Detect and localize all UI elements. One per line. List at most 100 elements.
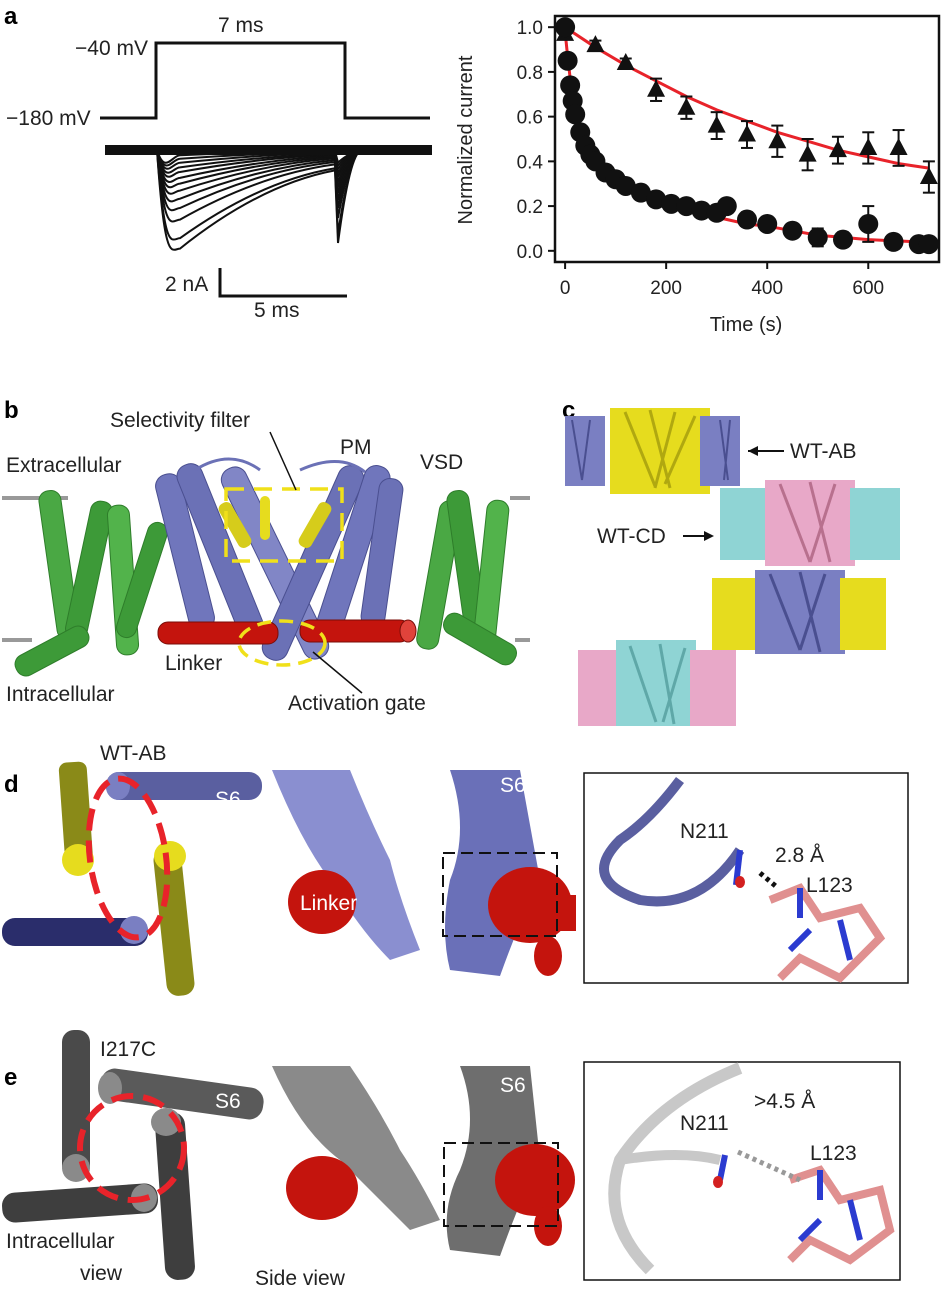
- x-tick-label: 0: [560, 278, 571, 299]
- data-point-circle: [646, 189, 667, 210]
- d-title: WT-AB: [100, 742, 167, 765]
- data-point-triangle: [616, 52, 635, 70]
- activation-gate-pointer: [312, 651, 363, 694]
- d-side-view-surface: [272, 770, 576, 976]
- e-title: I217C: [100, 1038, 156, 1061]
- label-vsd: VSD: [420, 451, 463, 474]
- data-point-circle: [565, 104, 586, 125]
- d-cylinders: [2, 761, 262, 996]
- data-point-triangle: [919, 167, 938, 185]
- wt-cd-arrowhead: [704, 531, 714, 541]
- selectivity-filter-pointer: [269, 431, 297, 491]
- panel-d-label: d: [4, 771, 19, 798]
- scale-bar-time: 5 ms: [254, 299, 300, 322]
- data-point-circle: [918, 234, 939, 255]
- e-distance: >4.5 Å: [754, 1090, 815, 1113]
- data-point-triangle: [798, 144, 817, 162]
- e-hbond: [736, 1149, 802, 1183]
- d-residue-l: L123: [806, 874, 853, 897]
- y-tick-label: 0.4: [517, 152, 544, 173]
- data-point-triangle: [828, 140, 847, 158]
- label-extracellular: Extracellular: [6, 454, 122, 477]
- data-point-circle: [630, 182, 651, 203]
- data-point-circle: [691, 200, 712, 221]
- data-point-triangle: [738, 124, 756, 142]
- data-point-circle: [716, 196, 737, 217]
- y-tick-label: 1.0: [517, 18, 543, 39]
- protocol-v-hold: −180 mV: [6, 107, 91, 130]
- d-residue-n: N211: [680, 820, 729, 843]
- d-inset-structure: [599, 776, 886, 983]
- protocol-duration: 7 ms: [218, 14, 264, 37]
- y-tick-label: 0.8: [517, 63, 543, 84]
- label-selectivity-filter: Selectivity filter: [110, 409, 250, 432]
- data-point-circle: [833, 229, 853, 250]
- chart-ylabel: Normalized current: [455, 55, 477, 224]
- d-zoom-box: [442, 852, 558, 937]
- data-point-triangle: [647, 79, 666, 97]
- d-distance: 2.8 Å: [775, 844, 824, 867]
- d-s6-left: S6: [215, 788, 241, 811]
- e-residue-n: N211: [680, 1112, 729, 1135]
- current-trace-baseline: [105, 145, 432, 155]
- current-trace: [105, 149, 432, 212]
- complex-yellow-blue: [712, 570, 886, 654]
- e-inset-frame: [583, 1061, 901, 1281]
- y-tick-label: 0.0: [517, 242, 543, 263]
- label-pm: PM: [340, 436, 372, 459]
- e-pore-ellipse: [77, 1093, 187, 1203]
- label-wt-ab: WT-AB: [790, 440, 857, 463]
- panel-a: a 7 ms −40 mV −180 mV 2 nA 5 ms: [4, 3, 432, 322]
- vsd-right-helices: [416, 489, 517, 666]
- panel-d: d WT-AB S6 Linker S6: [2, 742, 909, 996]
- current-trace: [105, 149, 432, 203]
- scale-bar: [218, 268, 347, 298]
- chart-y-axis: 0.0 0.2 0.4 0.6 0.8 1.0: [517, 18, 555, 263]
- d-pore-ellipse: [85, 775, 171, 941]
- data-point-circle: [615, 175, 636, 196]
- e-inset-structure: [608, 1062, 895, 1275]
- data-point-triangle: [889, 137, 908, 155]
- data-point-circle: [858, 213, 879, 234]
- current-trace: [105, 149, 432, 183]
- chart-plot-frame: [553, 14, 941, 264]
- data-point-triangle: [677, 97, 696, 115]
- current-trace: [105, 149, 432, 176]
- protocol-v-step: −40 mV: [75, 37, 148, 60]
- panel-c: c WT-AB WT-CD: [562, 397, 900, 726]
- panel-e-label: e: [4, 1064, 17, 1091]
- data-point-triangle: [707, 115, 726, 133]
- y-tick-label: 0.6: [517, 108, 543, 129]
- data-point-circle: [807, 227, 828, 248]
- data-point-circle: [757, 213, 778, 234]
- data-point-circle: [883, 231, 904, 252]
- panel-b: b: [2, 397, 530, 715]
- e-intracellular-line1: Intracellular: [6, 1230, 115, 1253]
- e-intracellular-line2: view: [80, 1262, 123, 1285]
- panel-a-chart: 0.0 0.2 0.4 0.6 0.8 1.0 0 200 400 600 Normalized…: [455, 14, 941, 336]
- d-linker-label: Linker: [300, 892, 357, 915]
- e-s6-left: S6: [215, 1090, 241, 1113]
- e-s6-mid: S6: [500, 1074, 526, 1097]
- d-s6-mid: S6: [500, 774, 526, 797]
- label-intracellular: Intracellular: [6, 683, 115, 706]
- data-point-circle: [782, 220, 803, 241]
- panel-a-label: a: [4, 3, 18, 30]
- label-linker: Linker: [165, 652, 222, 675]
- x-tick-label: 400: [751, 278, 783, 299]
- data-point-circle: [661, 193, 682, 214]
- current-traces: [105, 145, 432, 251]
- label-activation-gate: Activation gate: [288, 692, 426, 715]
- data-point-circle: [555, 17, 576, 38]
- data-point-circle: [737, 209, 757, 230]
- panel-e: e I217C S6 Intracellular view S6 Side vi…: [2, 1030, 901, 1290]
- wt-cd-structure: [720, 480, 900, 566]
- x-tick-label: 600: [852, 278, 884, 299]
- d-inset-frame: [583, 772, 909, 984]
- chart-xlabel: Time (s): [710, 314, 783, 336]
- activation-gate-ellipse: [237, 619, 327, 667]
- current-trace: [105, 149, 432, 241]
- wt-ab-structure: [565, 408, 740, 494]
- chart-x-axis: 0 200 400 600: [560, 262, 884, 299]
